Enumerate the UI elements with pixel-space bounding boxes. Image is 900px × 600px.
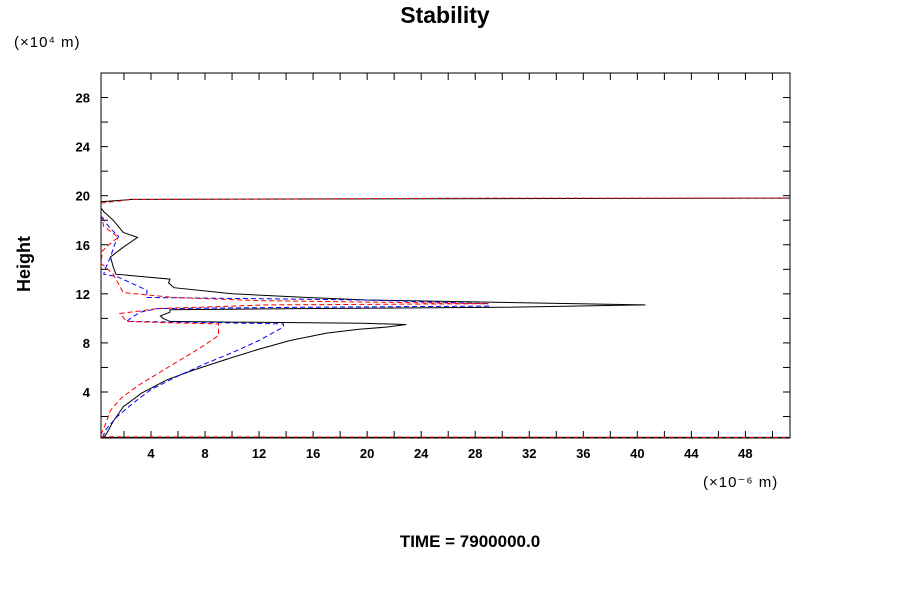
y-tick-label: 28 [76, 91, 90, 106]
x-tick-label: 48 [738, 446, 752, 461]
x-tick-label: 40 [630, 446, 644, 461]
y-tick-label: 4 [83, 385, 91, 400]
y-tick-label: 24 [76, 140, 91, 155]
y-tick-label: 16 [76, 238, 90, 253]
chart-title: Stability [400, 2, 490, 28]
series-line-red-dashed [100, 197, 790, 204]
series-line-red-dashed [100, 436, 791, 438]
x-tick-label: 24 [414, 446, 429, 461]
series-line-red-dashed [100, 213, 489, 436]
x-tick-label: 36 [576, 446, 590, 461]
y-axis-unit: (×10⁴ m) [14, 34, 81, 51]
y-tick-label: 20 [76, 189, 90, 204]
plot-frame [100, 72, 791, 439]
x-tick-label: 12 [252, 446, 266, 461]
x-tick-label: 16 [306, 446, 320, 461]
y-tick-label: 12 [76, 287, 90, 302]
x-tick-label: 44 [684, 446, 699, 461]
y-tick-label: 8 [83, 336, 90, 351]
x-axis-unit: (×10⁻⁶ m) [703, 474, 779, 491]
x-tick-label: 28 [468, 446, 482, 461]
x-tick-label: 4 [147, 446, 155, 461]
series-line-black-solid [100, 207, 646, 438]
x-tick-label: 20 [360, 446, 374, 461]
x-tick-label: 32 [522, 446, 536, 461]
series-line-black-solid [100, 197, 791, 203]
series-line-blue-dashed [100, 212, 490, 438]
x-tick-label: 8 [201, 446, 208, 461]
time-label: TIME = 7900000.0 [399, 532, 541, 551]
